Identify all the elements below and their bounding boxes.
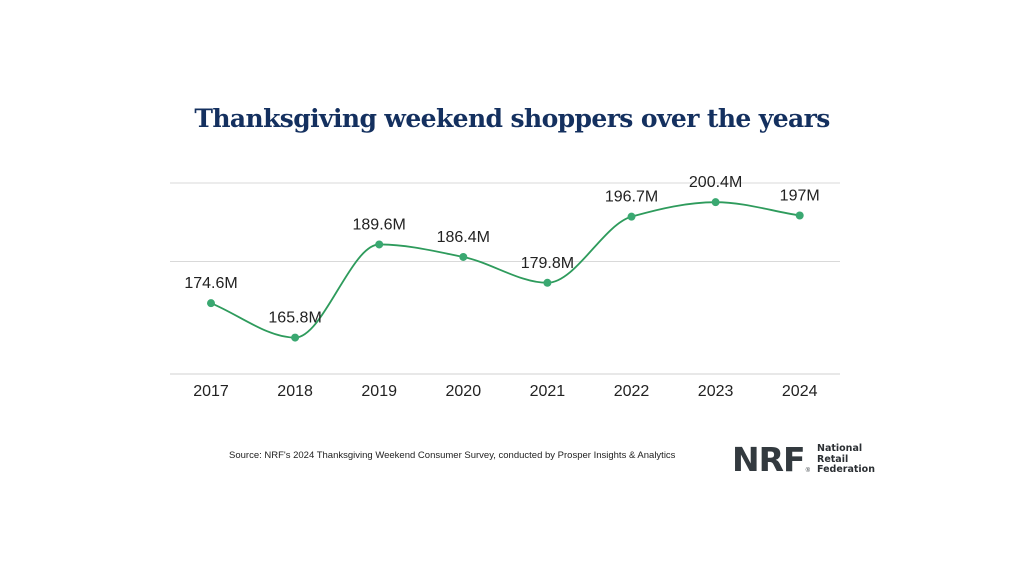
data-label-2020: 186.4M: [437, 229, 490, 246]
data-label-2023: 200.4M: [689, 174, 742, 191]
x-tick-label-2019: 2019: [361, 383, 397, 400]
data-label-2019: 189.6M: [353, 216, 406, 233]
data-label-2024: 197M: [780, 187, 820, 204]
x-tick-label-2021: 2021: [530, 383, 566, 400]
data-label-2017: 174.6M: [184, 275, 237, 292]
logo-line-2: Retail: [817, 453, 849, 465]
data-point-2021: [543, 278, 552, 287]
x-tick-label-2022: 2022: [614, 383, 650, 400]
x-tick-label-2018: 2018: [277, 383, 313, 400]
source-note: Source: NRF's 2024 Thanksgiving Weekend …: [229, 450, 676, 461]
data-point-2024: [795, 211, 804, 220]
chart-title: Thanksgiving weekend shoppers over the y…: [194, 104, 830, 133]
data-label-2022: 196.7M: [605, 189, 658, 206]
data-point-2019: [375, 240, 384, 249]
x-tick-label-2017: 2017: [193, 383, 229, 400]
data-point-2018: [291, 333, 300, 342]
x-tick-label-2023: 2023: [698, 383, 734, 400]
x-tick-label-2020: 2020: [446, 383, 482, 400]
series-line: [210, 201, 800, 339]
data-label-2021: 179.8M: [521, 255, 574, 272]
logo-line-3: Federation: [817, 464, 875, 475]
data-labels: 174.6M 165.8M 189.6M 186.4M 179.8M 196.7M 200.…: [184, 174, 819, 326]
logo-line-1: National: [817, 443, 863, 454]
data-point-2020: [459, 252, 468, 261]
x-tick-label-2024: 2024: [782, 383, 818, 400]
logo-mark: NRF: [732, 439, 806, 479]
gridlines: [170, 182, 840, 375]
logo-registered-mark: ®: [805, 467, 810, 474]
nrf-logo: NRF ® National Retail Federation: [732, 439, 875, 479]
data-points: [207, 198, 804, 342]
data-point-2023: [711, 198, 720, 207]
data-point-2022: [627, 212, 636, 221]
logo-wordmark: National Retail Federation: [817, 443, 875, 476]
data-label-2018: 165.8M: [268, 310, 321, 327]
data-point-2017: [207, 299, 215, 308]
x-axis-ticks: 2017 2018 2019 2020 2021 2022 2023 2024: [193, 383, 817, 400]
